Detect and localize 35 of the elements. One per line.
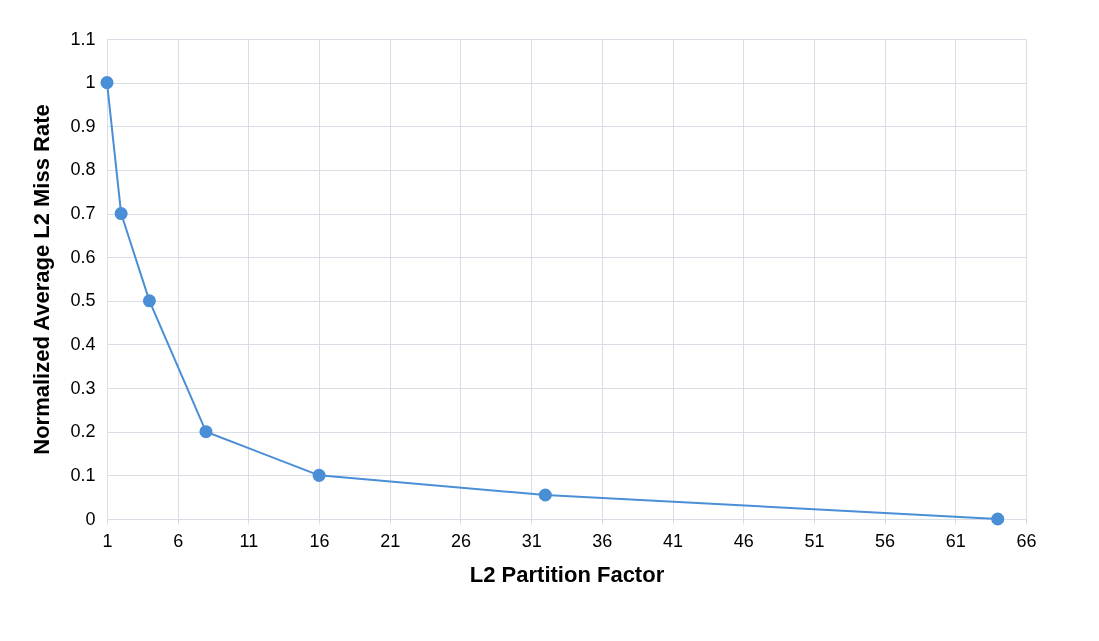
x-tick-label: 56 [875,530,896,551]
x-tick-label: 16 [309,530,330,551]
y-tick-label: 0.3 [70,377,96,398]
x-tick-label: 66 [1016,530,1037,551]
x-tick-label: 6 [173,530,184,551]
y-tick-label: 0.7 [70,203,96,224]
x-tick-label: 46 [733,530,754,551]
x-tick-label: 21 [380,530,401,551]
x-tick-label: 26 [450,530,471,551]
x-tick-label: 11 [239,530,259,551]
y-tick-label: 1 [85,72,96,93]
y-tick-label: 1.1 [70,28,96,49]
point [538,488,552,502]
point [312,468,326,482]
point [100,76,114,90]
y-tick-label: 0.6 [70,246,96,267]
point [991,512,1005,526]
x-tick-label: 31 [521,530,542,551]
y-tick-label: 0.9 [70,115,96,136]
y-axis-title: Normalized Average L2 Miss Rate [29,104,55,455]
y-tick-label: 0 [85,508,96,529]
y-tick-label: 0.2 [70,421,96,442]
x-axis-title: L2 Partition Factor [469,561,665,587]
y-tick-label: 0.1 [70,464,96,485]
x-tick-label: 41 [663,530,684,551]
y-tick-label: 0.4 [70,333,96,354]
x-tick-label: 36 [592,530,613,551]
x-tick-label: 61 [945,530,966,551]
y-tick-label: 0.8 [70,159,96,180]
point [142,294,156,308]
point [199,425,213,439]
y-tick-label: 0.5 [70,290,96,311]
x-tick-label: 1 [102,530,113,551]
point [114,207,128,221]
x-tick-label: 51 [804,530,825,551]
